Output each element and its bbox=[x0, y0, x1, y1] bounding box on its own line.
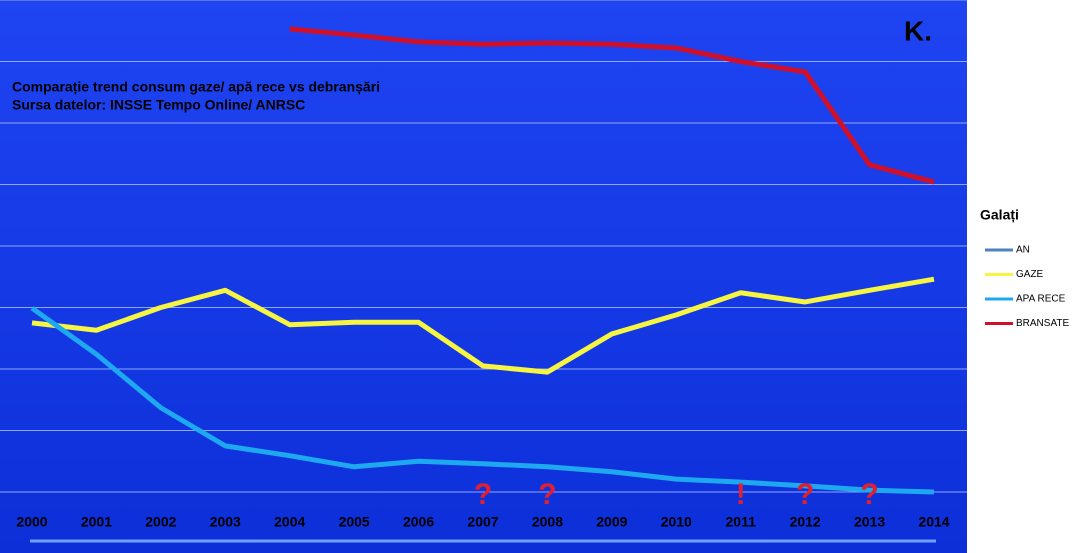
x-tick-label: 2010 bbox=[661, 514, 692, 530]
series-line bbox=[289, 26, 935, 185]
x-tick-label: 2000 bbox=[16, 514, 47, 530]
chart-title: Comparație trend consum gaze/ apă rece v… bbox=[12, 79, 380, 95]
x-tick-label: 2007 bbox=[467, 514, 498, 530]
x-tick-label: 2002 bbox=[145, 514, 176, 530]
annotation-marker: ! bbox=[736, 478, 746, 511]
corner-label: K. bbox=[904, 15, 932, 46]
legend-label: GAZE bbox=[1016, 269, 1044, 280]
plot-area bbox=[0, 0, 967, 553]
series-line bbox=[31, 276, 935, 375]
x-tick-label: 2012 bbox=[790, 514, 821, 530]
legend-title: Galați bbox=[980, 207, 1019, 223]
x-tick-label: 2006 bbox=[403, 514, 434, 530]
annotation-marker: ? bbox=[796, 478, 814, 511]
x-tick-label: 2005 bbox=[339, 514, 370, 530]
annotation-marker: ? bbox=[538, 478, 556, 511]
x-tick-label: 2008 bbox=[532, 514, 563, 530]
legend-label: BRANSATE bbox=[1016, 318, 1069, 329]
x-tick-label: 2009 bbox=[596, 514, 627, 530]
chart-subtitle: Sursa datelor: INSSE Tempo Online/ ANRSC bbox=[12, 97, 305, 113]
x-tick-label: 2001 bbox=[81, 514, 112, 530]
x-tick-label: 2014 bbox=[918, 514, 949, 530]
legend-label: APA RECE bbox=[1016, 294, 1066, 305]
x-tick-label: 2003 bbox=[210, 514, 241, 530]
x-tick-label: 2004 bbox=[274, 514, 305, 530]
x-tick-label: 2011 bbox=[726, 514, 757, 530]
annotation-marker: ? bbox=[860, 478, 878, 511]
series-line bbox=[30, 306, 935, 495]
annotation-marker: ? bbox=[474, 478, 492, 511]
x-tick-label: 2013 bbox=[854, 514, 885, 530]
legend-label: AN bbox=[1016, 245, 1030, 256]
